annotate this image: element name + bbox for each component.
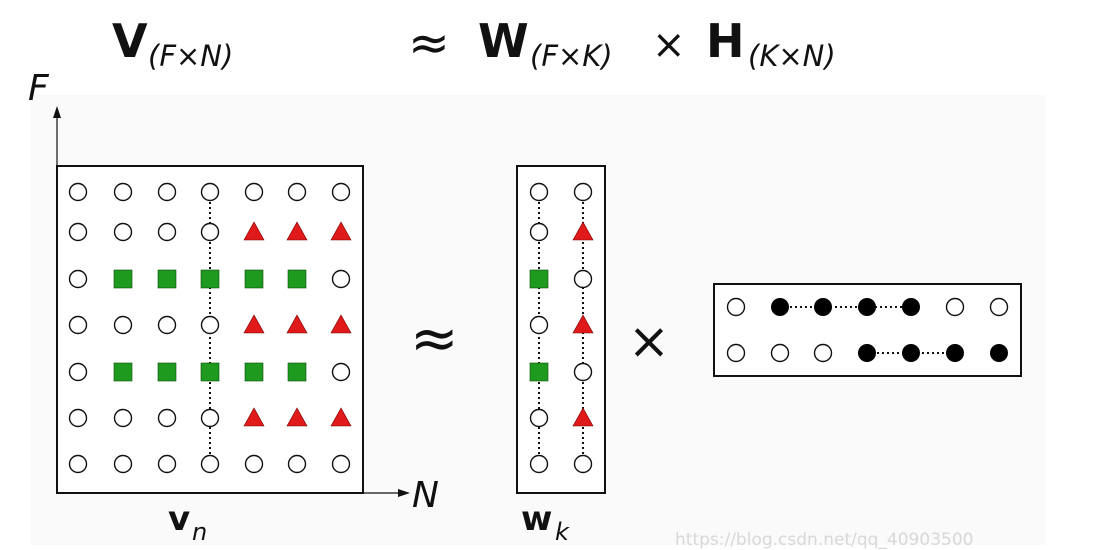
v-cell-r4-c5-square bbox=[288, 363, 306, 381]
v-cell-r2-c4-square bbox=[245, 270, 263, 288]
h-subscript: (K×N) bbox=[748, 39, 836, 73]
h-symbol: H bbox=[706, 14, 745, 68]
w-cell-r1-c0-empty-dot bbox=[531, 224, 548, 241]
v-cell-r6-c5-empty-dot bbox=[289, 456, 306, 473]
v-cell-r6-c6-empty-dot bbox=[333, 456, 350, 473]
w-col-subscript: k bbox=[555, 518, 570, 545]
equation-title: V (F×N) ≈ W (F×K) × H (K×N) bbox=[112, 14, 836, 73]
w-cell-r2-c0-square bbox=[530, 270, 548, 288]
h-cell-r1-c3-filled-dot bbox=[858, 344, 876, 362]
v-cell-r6-c1-empty-dot bbox=[115, 456, 132, 473]
h-cell-r1-c4-filled-dot bbox=[902, 344, 920, 362]
w-cell-r4-c1-empty-dot bbox=[575, 364, 592, 381]
v-column-label: v n bbox=[168, 499, 207, 545]
w-cell-r2-c1-empty-dot bbox=[575, 271, 592, 288]
v-cell-r1-c3-empty-dot bbox=[202, 224, 219, 241]
v-cell-r0-c2-empty-dot bbox=[159, 184, 176, 201]
h-cell-r1-c1-empty-dot bbox=[772, 345, 789, 362]
v-cell-r2-c1-square bbox=[114, 270, 132, 288]
v-cell-r0-c3-empty-dot bbox=[202, 184, 219, 201]
v-cell-r6-c0-empty-dot bbox=[70, 456, 87, 473]
w-subscript: (F×K) bbox=[530, 39, 613, 73]
v-cell-r0-c4-empty-dot bbox=[246, 184, 263, 201]
v-cell-r6-c2-empty-dot bbox=[159, 456, 176, 473]
v-cell-r5-c1-empty-dot bbox=[115, 410, 132, 427]
v-cell-r5-c2-empty-dot bbox=[159, 410, 176, 427]
v-cell-r3-c3-empty-dot bbox=[202, 317, 219, 334]
v-cell-r0-c6-empty-dot bbox=[333, 184, 350, 201]
h-cell-r0-c2-filled-dot bbox=[814, 298, 832, 316]
v-cell-r4-c0-empty-dot bbox=[70, 364, 87, 381]
h-cell-r0-c0-empty-dot bbox=[728, 299, 745, 316]
v-cell-r1-c2-empty-dot bbox=[159, 224, 176, 241]
v-cell-r2-c5-square bbox=[288, 270, 306, 288]
v-cell-r3-c2-empty-dot bbox=[159, 317, 176, 334]
w-cell-r0-c0-empty-dot bbox=[531, 184, 548, 201]
v-cell-r1-c1-empty-dot bbox=[115, 224, 132, 241]
w-cell-r4-c0-square bbox=[530, 363, 548, 381]
v-cell-r6-c3-empty-dot bbox=[202, 456, 219, 473]
v-cell-r3-c0-empty-dot bbox=[70, 317, 87, 334]
h-cell-r0-c3-filled-dot bbox=[858, 298, 876, 316]
w-cell-r6-c1-empty-dot bbox=[575, 456, 592, 473]
v-cell-r4-c3-square bbox=[201, 363, 219, 381]
times-symbol-title: × bbox=[652, 22, 686, 68]
h-cell-r1-c6-filled-dot bbox=[990, 344, 1008, 362]
w-cell-r0-c1-empty-dot bbox=[575, 184, 592, 201]
v-cell-r4-c1-square bbox=[114, 363, 132, 381]
v-subscript: (F×N) bbox=[148, 39, 233, 73]
v-cell-r6-c4-empty-dot bbox=[246, 456, 263, 473]
v-cell-r5-c0-empty-dot bbox=[70, 410, 87, 427]
w-cell-r3-c0-empty-dot bbox=[531, 317, 548, 334]
h-cell-r1-c2-empty-dot bbox=[815, 345, 832, 362]
w-col-symbol: w bbox=[521, 499, 552, 539]
v-cell-r2-c3-square bbox=[201, 270, 219, 288]
w-symbol: W bbox=[478, 14, 529, 68]
v-cell-r2-c0-empty-dot bbox=[70, 271, 87, 288]
approx-operator: ≈ bbox=[410, 304, 459, 372]
v-cell-r1-c0-empty-dot bbox=[70, 224, 87, 241]
h-cell-r0-c5-empty-dot bbox=[947, 299, 964, 316]
v-cell-r4-c4-square bbox=[245, 363, 263, 381]
v-cell-r2-c2-square bbox=[158, 270, 176, 288]
v-symbol: V bbox=[112, 14, 148, 68]
y-axis-label: F bbox=[28, 68, 50, 109]
h-cell-r1-c5-filled-dot bbox=[946, 344, 964, 362]
w-cell-r5-c0-empty-dot bbox=[531, 410, 548, 427]
v-cell-r4-c2-square bbox=[158, 363, 176, 381]
approx-symbol-title: ≈ bbox=[408, 14, 450, 72]
v-cell-r3-c1-empty-dot bbox=[115, 317, 132, 334]
v-col-subscript: n bbox=[192, 518, 207, 545]
matrix-h-frame bbox=[714, 284, 1021, 376]
v-cell-r0-c1-empty-dot bbox=[115, 184, 132, 201]
v-cell-r2-c6-empty-dot bbox=[333, 271, 350, 288]
w-column-label: w k bbox=[521, 499, 570, 545]
watermark: https://blog.csdn.net/qq_40903500 bbox=[675, 530, 973, 550]
v-cell-r0-c0-empty-dot bbox=[70, 184, 87, 201]
h-cell-r0-c4-filled-dot bbox=[902, 298, 920, 316]
times-operator: × bbox=[628, 312, 670, 370]
x-axis-arrowhead bbox=[398, 489, 410, 497]
v-cell-r5-c3-empty-dot bbox=[202, 410, 219, 427]
matrix-w-frame bbox=[517, 166, 605, 493]
v-cell-r0-c5-empty-dot bbox=[289, 184, 306, 201]
y-axis-arrowhead bbox=[53, 106, 61, 118]
h-cell-r1-c0-empty-dot bbox=[728, 345, 745, 362]
x-axis-label: N bbox=[412, 475, 439, 516]
w-cell-r6-c0-empty-dot bbox=[531, 456, 548, 473]
h-cell-r0-c1-filled-dot bbox=[771, 298, 789, 316]
h-cell-r0-c6-empty-dot bbox=[991, 299, 1008, 316]
v-col-symbol: v bbox=[168, 499, 190, 539]
v-cell-r4-c6-empty-dot bbox=[333, 364, 350, 381]
